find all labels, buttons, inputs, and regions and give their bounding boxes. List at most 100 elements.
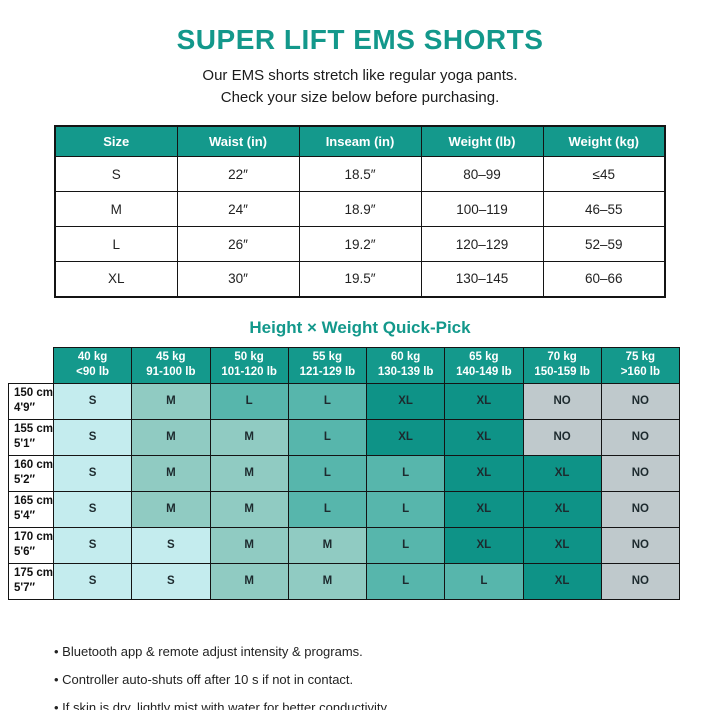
size-pick-cell: M xyxy=(287,562,368,600)
note-item: Bluetooth app & remote adjust intensity … xyxy=(54,644,720,659)
size-table-body: S 22″ 18.5″ 80–99 ≤45 M 24″ 18.9″ 100–119 46–55 L 2… xyxy=(54,156,666,297)
page-title: SUPER LIFT EMS SHORTS xyxy=(176,24,544,55)
size-pick-cell: L xyxy=(287,382,368,420)
weight-kg-label: 65 kg xyxy=(469,351,499,364)
size-table-cell: 130–145 xyxy=(420,261,544,297)
size-table-cell: 19.5″ xyxy=(298,261,422,297)
height-label-cell: 155 cm 5'1″ xyxy=(8,418,54,456)
size-pick-cell: L xyxy=(365,454,446,492)
size-table-cell: ≤45 xyxy=(542,156,666,192)
size-pick-cell: XL xyxy=(444,418,524,456)
weight-col-header: 65 kg 140-149 lb xyxy=(444,346,524,384)
size-pick-cell: S xyxy=(52,382,133,420)
size-table-cell: XL xyxy=(54,261,178,297)
height-cm-label: 150 cm xyxy=(14,387,54,400)
weight-col-header: 55 kg 121-129 lb xyxy=(287,346,368,384)
size-pick-cell: NO xyxy=(600,454,681,492)
weight-col-header: 70 kg 150-159 lb xyxy=(522,346,602,384)
weight-col-header: 40 kg <90 lb xyxy=(52,346,133,384)
note-item: If skin is dry, lightly mist with water … xyxy=(54,700,720,710)
subtitle-line-2: Check your size below before purchasing. xyxy=(220,88,500,106)
height-cm-label: 170 cm xyxy=(14,531,54,544)
size-pick-cell: M xyxy=(209,454,289,492)
weight-col-header: 75 kg >160 lb xyxy=(600,346,681,384)
size-pick-cell: M xyxy=(131,382,211,420)
height-ft-label: 5'4″ xyxy=(14,510,36,522)
weight-lb-label: 101-120 lb xyxy=(221,366,277,378)
size-pick-cell: L xyxy=(365,562,446,600)
subtitle: Our EMS shorts stretch like regular yoga… xyxy=(0,65,720,109)
quick-pick-row: 160 cm 5'2″ S M M L L XL XL NO xyxy=(8,454,681,492)
size-pick-cell: XL xyxy=(522,490,602,528)
quick-pick-corner-cell xyxy=(8,347,54,383)
size-table-cell: M xyxy=(54,191,178,227)
size-pick-cell: M xyxy=(209,562,289,600)
height-cm-label: 165 cm xyxy=(14,495,54,508)
height-cm-label: 160 cm xyxy=(14,459,54,472)
size-table-cell: 24″ xyxy=(176,191,300,227)
quick-pick-row: 150 cm 4'9″ S M L L XL XL NO NO xyxy=(8,382,681,420)
size-pick-cell: XL xyxy=(444,382,524,420)
size-pick-cell: M xyxy=(209,490,289,528)
size-pick-cell: S xyxy=(52,526,133,564)
height-cm-label: 155 cm xyxy=(14,423,54,436)
size-table-head: Size Waist (in) Inseam (in) Weight (lb) Weig… xyxy=(54,125,666,157)
weight-lb-label: 150-159 lb xyxy=(534,366,590,378)
size-pick-cell: XL xyxy=(444,490,524,528)
size-table-cell: 100–119 xyxy=(420,191,544,227)
weight-col-header: 60 kg 130-139 lb xyxy=(365,346,446,384)
size-pick-cell: L xyxy=(365,526,446,564)
weight-col-header: 45 kg 91-100 lb xyxy=(131,346,211,384)
size-pick-cell: L xyxy=(287,454,368,492)
size-col-header: Waist (in) xyxy=(176,125,300,157)
size-table-row: XL 30″ 19.5″ 130–145 60–66 xyxy=(54,261,666,297)
quick-pick-heading: Height × Weight Quick-Pick xyxy=(249,317,471,337)
quick-pick-row: 175 cm 5'7″ S S M M L L XL NO xyxy=(8,562,681,600)
weight-lb-label: 140-149 lb xyxy=(456,366,512,378)
size-pick-cell: S xyxy=(52,562,133,600)
size-pick-cell: M xyxy=(131,490,211,528)
weight-lb-label: <90 lb xyxy=(76,366,110,378)
size-pick-cell: NO xyxy=(600,490,681,528)
size-table-row: L 26″ 19.2″ 120–129 52–59 xyxy=(54,226,666,262)
height-label-cell: 150 cm 4'9″ xyxy=(8,382,54,420)
size-pick-cell: XL xyxy=(444,454,524,492)
size-col-header: Size xyxy=(54,125,178,157)
subtitle-line-1: Our EMS shorts stretch like regular yoga… xyxy=(202,67,518,84)
size-pick-cell: S xyxy=(131,562,211,600)
size-table-cell: 46–55 xyxy=(542,191,666,227)
size-pick-cell: XL xyxy=(522,526,602,564)
weight-kg-label: 55 kg xyxy=(312,351,343,364)
size-pick-cell: XL xyxy=(365,382,446,420)
weight-kg-label: 45 kg xyxy=(156,351,186,364)
size-table-cell: 26″ xyxy=(176,226,300,262)
size-pick-cell: XL xyxy=(444,526,524,564)
size-pick-cell: XL xyxy=(522,454,602,492)
size-table-cell: 80–99 xyxy=(420,156,544,192)
size-pick-cell: NO xyxy=(522,382,602,420)
quick-pick-header-row: 40 kg <90 lb 45 kg 91-100 lb 50 kg 101-120 lb… xyxy=(8,346,681,384)
size-table-cell: 22″ xyxy=(176,156,300,192)
size-pick-cell: M xyxy=(131,454,211,492)
size-table-cell: 19.2″ xyxy=(298,226,422,262)
quick-pick-row: 155 cm 5'1″ S M M L XL XL NO NO xyxy=(8,418,681,456)
size-pick-cell: XL xyxy=(522,562,602,600)
size-pick-cell: S xyxy=(52,418,133,456)
size-table-cell: L xyxy=(54,226,178,262)
size-table: Size Waist (in) Inseam (in) Weight (lb) Weig… xyxy=(54,124,666,298)
size-pick-cell: L xyxy=(365,490,446,528)
height-ft-label: 5'1″ xyxy=(14,438,36,450)
size-table-cell: 52–59 xyxy=(542,226,666,262)
height-ft-label: 5'2″ xyxy=(14,474,36,486)
size-pick-cell: M xyxy=(131,418,211,456)
weight-kg-label: 40 kg xyxy=(77,351,108,364)
size-pick-cell: M xyxy=(209,526,289,564)
size-pick-cell: M xyxy=(209,418,289,456)
weight-kg-label: 60 kg xyxy=(390,351,421,364)
size-pick-cell: NO xyxy=(522,418,602,456)
size-pick-cell: NO xyxy=(600,382,681,420)
size-table-cell: S xyxy=(54,156,178,192)
notes-list: Bluetooth app & remote adjust intensity … xyxy=(54,644,720,710)
size-pick-cell: L xyxy=(444,562,524,600)
weight-lb-label: 121-129 lb xyxy=(299,366,356,378)
